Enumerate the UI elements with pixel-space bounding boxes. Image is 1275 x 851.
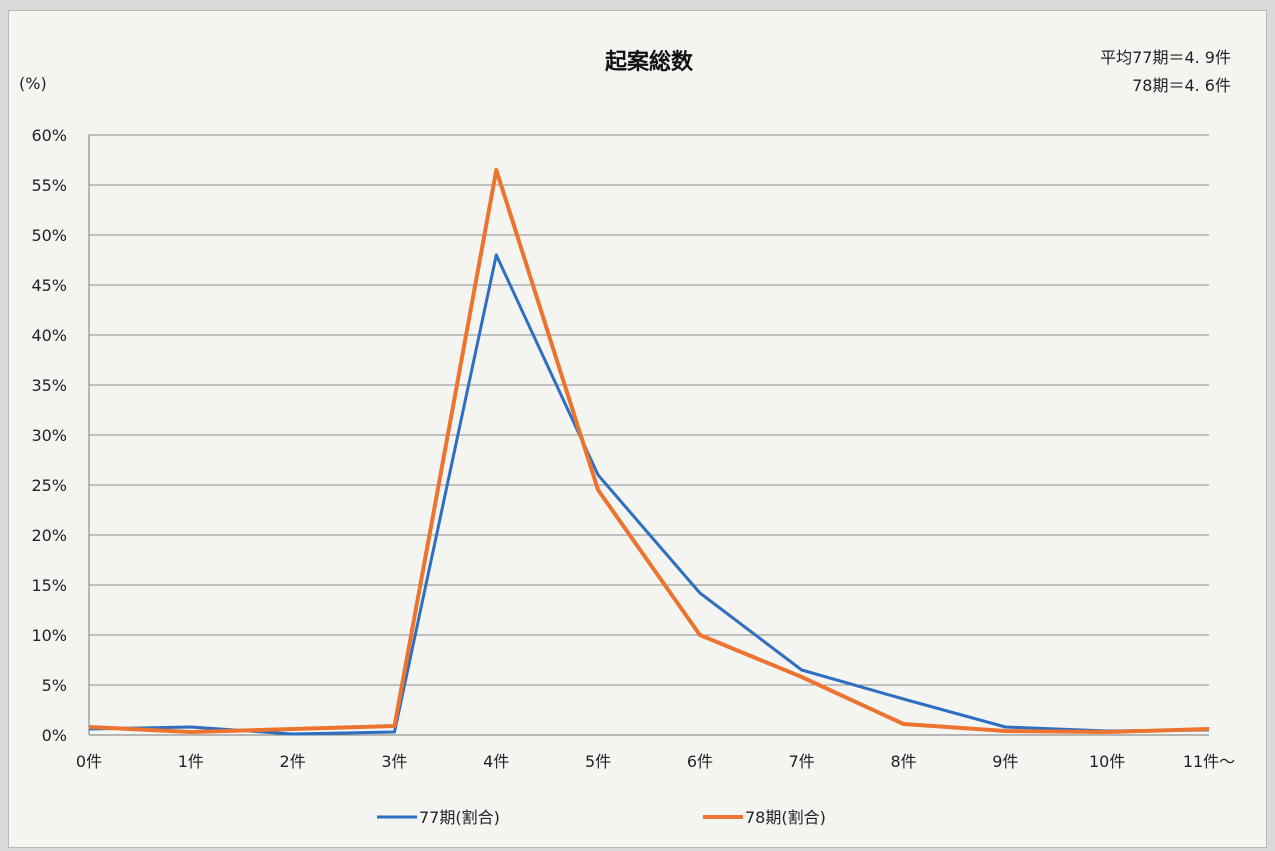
y-tick-label: 5%: [42, 676, 67, 695]
x-axis-ticks: 0件 1件 2件 3件 4件 5件 6件 7件 8件 9件 10件 11件～: [76, 752, 1235, 771]
line-chart: 起案総数 平均77期＝4. 9件 78期＝4. 6件 (%) 0% 5% 10% 15…: [19, 48, 1235, 827]
x-tick-label: 9件: [992, 752, 1018, 771]
y-axis-ticks: 0% 5% 10% 15% 20% 25% 30% 35% 40% 45% 50% 55% 60%: [31, 126, 67, 745]
x-tick-label: 6件: [687, 752, 713, 771]
y-tick-label: 55%: [31, 176, 67, 195]
chart-frame: 起案総数 平均77期＝4. 9件 78期＝4. 6件 (%) 0% 5% 10% 15…: [8, 10, 1267, 848]
legend-label: 78期(割合): [745, 808, 826, 827]
legend-item: 77期(割合): [377, 808, 500, 827]
y-unit-label: (%): [19, 74, 47, 93]
chart-title: 起案総数: [604, 49, 694, 75]
series-line-78: [88, 168, 1210, 734]
y-tick-label: 60%: [31, 126, 67, 145]
average-note-77: 平均77期＝4. 9件: [1100, 48, 1231, 67]
legend: 77期(割合) 78期(割合): [377, 808, 826, 827]
x-tick-label: 4件: [483, 752, 509, 771]
y-tick-label: 10%: [31, 626, 67, 645]
y-tick-label: 25%: [31, 476, 67, 495]
legend-item: 78期(割合): [703, 808, 826, 827]
x-tick-label: 0件: [76, 752, 102, 771]
x-tick-label: 11件～: [1183, 752, 1235, 771]
x-tick-label: 3件: [381, 752, 407, 771]
y-tick-label: 0%: [42, 726, 67, 745]
y-tick-label: 50%: [31, 226, 67, 245]
y-tick-label: 45%: [31, 276, 67, 295]
y-tick-label: 30%: [31, 426, 67, 445]
y-tick-label: 20%: [31, 526, 67, 545]
x-tick-label: 2件: [280, 752, 306, 771]
legend-label: 77期(割合): [419, 808, 500, 827]
average-note-78: 78期＝4. 6件: [1132, 76, 1231, 95]
series-line-77: [88, 253, 1210, 736]
x-tick-label: 10件: [1089, 752, 1125, 771]
x-tick-label: 7件: [789, 752, 815, 771]
series-lines: [88, 168, 1210, 736]
grid-lines: [88, 134, 1209, 736]
x-tick-label: 8件: [890, 752, 916, 771]
x-tick-label: 5件: [585, 752, 611, 771]
y-tick-label: 15%: [31, 576, 67, 595]
y-tick-label: 40%: [31, 326, 67, 345]
x-tick-label: 1件: [178, 752, 204, 771]
y-tick-label: 35%: [31, 376, 67, 395]
